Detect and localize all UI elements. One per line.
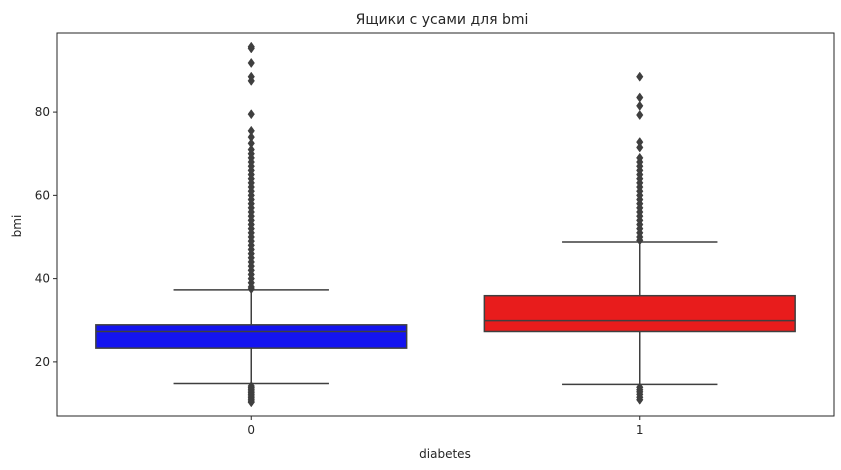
outlier-point	[636, 152, 644, 163]
outlier-point	[247, 138, 255, 149]
outlier-point	[247, 125, 255, 136]
box-group-0	[95, 41, 408, 408]
y-tick-label: 80	[35, 105, 50, 119]
y-axis: 20 40 60 80	[35, 105, 57, 369]
outlier-point	[636, 92, 644, 103]
outlier-point	[636, 142, 644, 153]
outlier-point	[636, 109, 644, 121]
outlier-point	[636, 137, 644, 148]
box-iqr	[95, 324, 408, 349]
y-axis-label: bmi	[10, 215, 24, 238]
box-group-1	[483, 71, 796, 405]
outlier-point	[636, 71, 644, 82]
box-iqr	[483, 294, 796, 333]
outlier-point	[247, 397, 255, 408]
y-tick-label: 40	[35, 272, 50, 286]
outlier-point	[247, 144, 255, 155]
outlier-point	[247, 41, 255, 52]
outlier-point	[247, 57, 255, 69]
x-axis-label: diabetes	[419, 447, 471, 461]
plot-frame	[56, 32, 835, 417]
plot-area	[95, 41, 796, 408]
outlier-point	[636, 100, 644, 111]
outlier-point	[247, 71, 255, 82]
outlier-point	[636, 394, 644, 405]
y-tick-label: 60	[35, 188, 50, 202]
chart-title: Ящики с усами для bmi	[356, 12, 529, 28]
y-tick-label: 20	[35, 355, 50, 369]
x-tick-label: 1	[636, 423, 644, 437]
outlier-point	[247, 132, 255, 143]
outlier-point	[247, 109, 255, 120]
x-tick-label: 0	[247, 423, 255, 437]
